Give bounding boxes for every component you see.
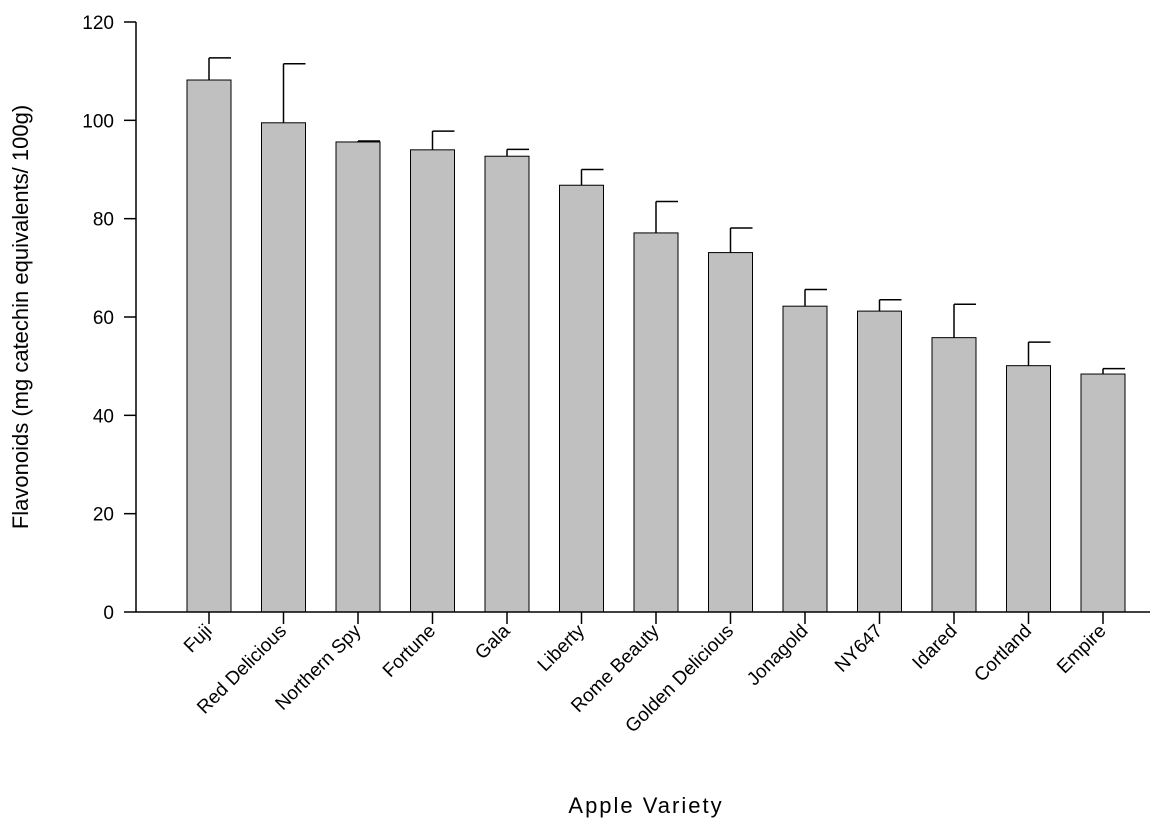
- y-axis-title: Flavonoids (mg catechin equivalents/ 100…: [8, 105, 33, 529]
- bar-liberty: [559, 184, 604, 613]
- bar-golden-delicious: [708, 252, 753, 613]
- bar-gala: [484, 155, 530, 613]
- x-tick-label: Gala: [471, 620, 515, 664]
- x-tick-label: Cortland: [970, 621, 1036, 687]
- y-tick-label: 80: [93, 210, 114, 231]
- x-axis-title: Apple Variety: [568, 793, 723, 818]
- x-tick-label: Idared: [909, 621, 962, 674]
- bar-rome-beauty: [633, 232, 679, 613]
- y-tick-label: 120: [82, 13, 114, 34]
- y-axis-ticks: 0 20 40 60 80 100 120: [82, 13, 136, 624]
- bar-fortune: [410, 149, 455, 613]
- bar-cortland: [1006, 365, 1051, 613]
- y-tick-label: 100: [82, 111, 114, 132]
- x-tick-label: Empire: [1053, 621, 1110, 678]
- y-tick-label: 60: [93, 308, 114, 329]
- x-tick-label: Jonagold: [743, 621, 812, 690]
- bar-ny647: [857, 310, 902, 613]
- x-tick-label: Liberty: [534, 620, 590, 676]
- x-tick-label: NY647: [831, 621, 887, 677]
- bar-red-delicious: [261, 122, 306, 613]
- y-tick-label: 40: [93, 406, 114, 427]
- bar-jonagold: [782, 305, 828, 613]
- error-bars: [208, 57, 1125, 375]
- bar-northern-spy: [335, 141, 381, 613]
- bar-fuji: [186, 79, 232, 613]
- bar-idared: [931, 337, 977, 613]
- x-tick-label: Fuji: [180, 621, 217, 658]
- y-tick-label: 0: [103, 603, 114, 624]
- x-tick-label: Fortune: [379, 621, 440, 682]
- bar-empire: [1080, 373, 1126, 613]
- y-tick-label: 20: [93, 505, 114, 526]
- bars: [186, 79, 1126, 613]
